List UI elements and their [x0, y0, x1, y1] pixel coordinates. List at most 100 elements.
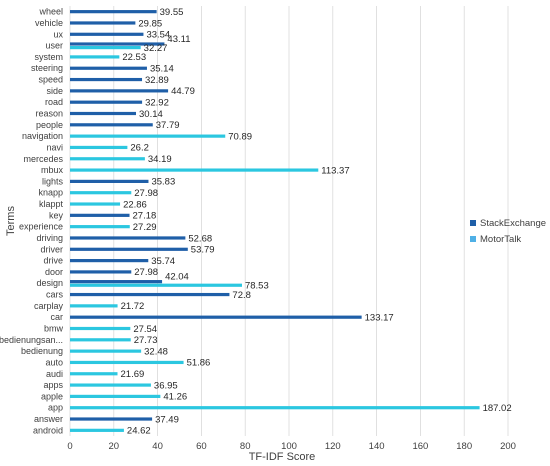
- category-label: driver: [40, 244, 63, 254]
- category-label: drive: [43, 256, 63, 266]
- bar-motortalk: [70, 349, 142, 353]
- category-label: reason: [35, 109, 63, 119]
- category-label: vehicle: [35, 18, 63, 28]
- y-axis-title: Terms: [5, 206, 17, 236]
- category-label: apple: [41, 391, 63, 401]
- x-tick-label: 40: [152, 441, 163, 452]
- value-label-motortalk: 32.27: [144, 43, 168, 54]
- legend-label: StackExchange: [480, 218, 546, 229]
- value-label-motortalk: 51.86: [187, 358, 211, 369]
- value-label-motortalk: 32.48: [144, 346, 168, 357]
- x-tick-label: 20: [109, 441, 120, 452]
- category-label: user: [45, 41, 63, 51]
- value-label-motortalk: 113.37: [321, 165, 349, 176]
- category-label: audi: [46, 369, 63, 379]
- value-label-stackexchange: 33.54: [146, 30, 170, 41]
- bar-stackexchange: [70, 417, 153, 421]
- category-label: answer: [34, 414, 63, 424]
- x-tick-label: 180: [456, 441, 472, 452]
- bar-motortalk: [70, 225, 130, 229]
- category-label: car: [50, 312, 63, 322]
- value-label-stackexchange: 30.14: [139, 109, 163, 120]
- category-label: carplay: [34, 301, 64, 311]
- bar-motortalk: [70, 157, 145, 161]
- bar-stackexchange: [70, 315, 362, 319]
- value-label-stackexchange: 35.14: [150, 64, 174, 75]
- value-label-stackexchange: 53.79: [191, 245, 215, 256]
- category-label: mbux: [41, 165, 64, 175]
- value-label-motortalk: 26.2: [130, 143, 149, 154]
- bar-stackexchange: [70, 213, 130, 217]
- x-tick-label: 200: [500, 441, 516, 452]
- value-label-stackexchange: 32.92: [145, 97, 169, 108]
- bar-stackexchange: [70, 179, 149, 183]
- legend-swatch: [470, 220, 476, 226]
- bar-motortalk: [70, 168, 319, 172]
- value-label-motortalk: 34.19: [148, 154, 172, 165]
- category-label: bedienung: [21, 346, 63, 356]
- x-tick-label: 120: [325, 441, 341, 452]
- bar-motortalk: [70, 394, 161, 398]
- value-label-stackexchange: 72.8: [232, 290, 251, 301]
- bars: [70, 10, 480, 432]
- x-tick-label: 60: [196, 441, 207, 452]
- bar-motortalk: [70, 283, 242, 287]
- value-label-motortalk: 22.86: [123, 199, 147, 210]
- category-label: wheel: [38, 7, 63, 17]
- bar-motortalk: [70, 145, 128, 150]
- value-label-stackexchange: 39.55: [160, 7, 184, 18]
- bar-stackexchange: [70, 10, 157, 14]
- value-label-motortalk: 27.54: [133, 324, 157, 335]
- bar-motortalk: [70, 360, 184, 365]
- bar-motortalk: [70, 383, 151, 387]
- value-label-stackexchange: 43.11: [167, 34, 190, 45]
- value-label-stackexchange: 32.89: [145, 75, 169, 86]
- bar-motortalk: [70, 46, 141, 50]
- bar-motortalk: [70, 326, 131, 331]
- x-axis-title: TF-IDF Score: [249, 451, 316, 463]
- bar-motortalk: [70, 304, 118, 308]
- value-label-motortalk: 41.26: [163, 392, 187, 403]
- bar-motortalk: [70, 406, 480, 410]
- category-label: bmw: [44, 324, 64, 334]
- legend-swatch: [470, 236, 476, 242]
- bar-motortalk: [70, 202, 121, 206]
- value-label-motortalk: 27.29: [133, 222, 157, 233]
- value-label-stackexchange: 27.18: [133, 211, 157, 222]
- bar-stackexchange: [70, 123, 153, 127]
- value-label-motortalk: 21.72: [121, 301, 145, 312]
- x-tick-label: 100: [281, 441, 297, 452]
- category-label: door: [45, 267, 63, 277]
- category-label: navigation: [22, 131, 63, 141]
- category-label: klappt: [39, 199, 64, 209]
- bar-motortalk: [70, 372, 118, 376]
- value-label-stackexchange: 44.79: [171, 86, 195, 97]
- bar-stackexchange: [70, 21, 136, 25]
- value-label-motortalk: 36.95: [154, 380, 178, 391]
- x-tick-label: 0: [67, 441, 72, 452]
- value-label-stackexchange: 27.98: [134, 267, 158, 278]
- gridlines: [69, 6, 509, 436]
- bar-stackexchange: [70, 77, 143, 82]
- category-label: side: [46, 86, 63, 96]
- category-label: steering: [31, 63, 63, 73]
- bar-stackexchange: [70, 270, 132, 274]
- bar-motortalk: [70, 134, 226, 138]
- category-label: road: [45, 97, 63, 107]
- legend-label: MotorTalk: [480, 234, 521, 245]
- category-label: driving: [36, 233, 63, 243]
- category-label: cars: [46, 290, 64, 300]
- value-label-stackexchange: 29.85: [138, 18, 162, 29]
- bar-stackexchange: [70, 42, 165, 46]
- bar-motortalk: [70, 55, 120, 59]
- bar-stackexchange: [70, 259, 149, 263]
- bar-stackexchange: [70, 292, 230, 297]
- value-label-stackexchange: 35.74: [151, 256, 175, 267]
- category-label: apps: [43, 380, 63, 390]
- category-label: navi: [46, 142, 63, 152]
- category-label: key: [49, 210, 64, 220]
- value-label-motortalk: 70.89: [228, 131, 252, 142]
